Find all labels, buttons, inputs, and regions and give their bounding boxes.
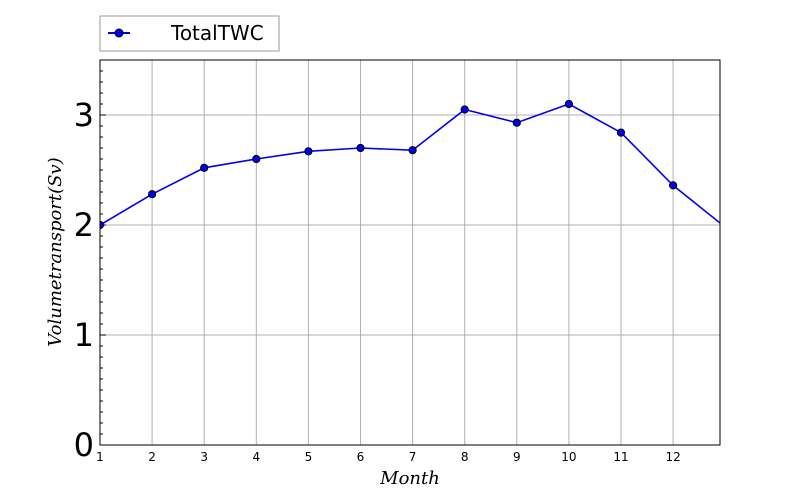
data-point <box>304 147 313 156</box>
x-tick-label: 7 <box>409 450 417 464</box>
y-tick-label: 3 <box>74 96 94 134</box>
data-point <box>148 190 157 199</box>
y-tick-label: 0 <box>74 426 94 464</box>
data-point <box>356 143 365 153</box>
data-point <box>722 224 729 231</box>
legend: TotalTWC <box>99 15 280 52</box>
x-tick-label: 2 <box>148 450 156 464</box>
series-layer <box>100 99 729 231</box>
minor-ticks <box>100 59 103 435</box>
x-tick-label: 8 <box>461 450 469 464</box>
x-tick-label: 1 <box>96 450 104 464</box>
x-tick-label: 10 <box>561 450 576 464</box>
data-point <box>564 99 574 109</box>
plot-frame <box>99 59 721 446</box>
x-tick-label: 11 <box>613 450 628 464</box>
data-point <box>669 181 678 190</box>
grid <box>99 60 720 446</box>
data-point <box>616 128 626 137</box>
x-tick-label: 4 <box>252 450 260 464</box>
x-tick-label: 3 <box>200 450 208 464</box>
x-tick-labels: 1 2 3 4 5 6 7 8 9 10 11 12 <box>96 450 681 464</box>
data-point <box>200 163 209 172</box>
data-point <box>512 118 521 127</box>
x-tick-label: 6 <box>357 450 365 464</box>
x-tick-label: 12 <box>665 450 680 464</box>
x-tick-label: 5 <box>305 450 313 464</box>
y-axis-label: Volumetransport(Sv) <box>45 157 66 346</box>
data-point <box>408 146 417 155</box>
data-point <box>252 154 261 164</box>
x-axis-label: Month <box>379 468 440 489</box>
data-point <box>460 105 469 114</box>
y-tick-labels: 0 1 2 3 <box>74 96 94 464</box>
y-tick-label: 1 <box>74 316 94 354</box>
legend-label: TotalTWC <box>170 21 264 45</box>
y-tick-label: 2 <box>74 206 94 244</box>
legend-marker-swatch <box>114 28 124 38</box>
x-tick-label: 9 <box>513 450 521 464</box>
